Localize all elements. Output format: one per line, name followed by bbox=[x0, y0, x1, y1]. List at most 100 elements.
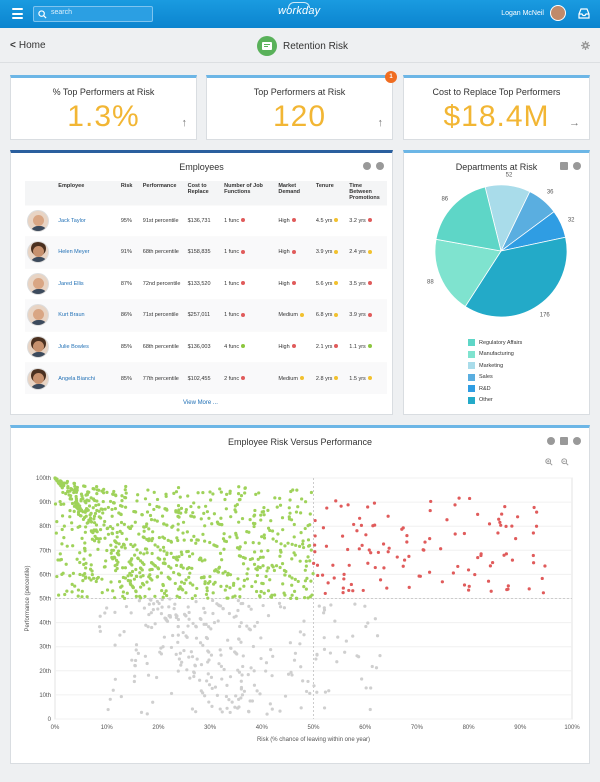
scatter-point[interactable] bbox=[111, 492, 115, 496]
scatter-point[interactable] bbox=[489, 589, 493, 593]
scatter-point[interactable] bbox=[376, 550, 380, 555]
scatter-point[interactable] bbox=[120, 504, 124, 508]
scatter-point[interactable] bbox=[531, 531, 535, 535]
scatter-point[interactable] bbox=[207, 683, 212, 687]
scatter-point[interactable] bbox=[248, 557, 252, 562]
scatter-point[interactable] bbox=[286, 672, 291, 676]
scatter-point[interactable] bbox=[225, 573, 230, 577]
legend-item[interactable]: Sales bbox=[468, 372, 522, 384]
scatter-point[interactable] bbox=[262, 513, 266, 517]
scatter-point[interactable] bbox=[233, 650, 237, 654]
scatter-point[interactable] bbox=[299, 531, 303, 535]
scatter-point[interactable] bbox=[114, 568, 118, 573]
scatter-point[interactable] bbox=[387, 546, 391, 550]
table-row[interactable]: Jack Taylor 95% 91st percentile $136,731 1 f… bbox=[25, 204, 387, 237]
scatter-point[interactable] bbox=[130, 524, 134, 528]
scatter-point[interactable] bbox=[213, 569, 217, 573]
scatter-point[interactable] bbox=[272, 568, 277, 573]
scatter-point[interactable] bbox=[268, 702, 272, 706]
scatter-point[interactable] bbox=[532, 505, 536, 510]
scatter-point[interactable] bbox=[184, 578, 188, 582]
col-job-functions[interactable]: Number of Job Functions bbox=[224, 183, 263, 195]
scatter-point[interactable] bbox=[189, 650, 193, 654]
scatter-point[interactable] bbox=[116, 523, 120, 527]
scatter-point[interactable] bbox=[207, 625, 211, 629]
scatter-point[interactable] bbox=[70, 582, 74, 586]
scatter-point[interactable] bbox=[456, 564, 460, 569]
scatter-point[interactable] bbox=[303, 568, 307, 572]
scatter-point[interactable] bbox=[292, 589, 297, 593]
scatter-point[interactable] bbox=[271, 537, 275, 541]
scatter-point[interactable] bbox=[239, 679, 243, 683]
scatter-point[interactable] bbox=[162, 549, 166, 553]
scatter-point[interactable] bbox=[275, 505, 279, 509]
scatter-point[interactable] bbox=[225, 584, 229, 588]
scatter-point[interactable] bbox=[186, 494, 190, 498]
scatter-point[interactable] bbox=[235, 652, 239, 656]
scatter-point[interactable] bbox=[281, 528, 285, 532]
employee-name-link[interactable]: Jared Ellis bbox=[58, 280, 84, 287]
legend-item[interactable]: Regulatory Affairs bbox=[468, 337, 522, 349]
scatter-point[interactable] bbox=[140, 513, 144, 517]
scatter-point[interactable] bbox=[309, 548, 313, 552]
scatter-point[interactable] bbox=[252, 524, 256, 529]
scatter-point[interactable] bbox=[278, 605, 283, 609]
scatter-point[interactable] bbox=[211, 611, 215, 616]
scatter-point[interactable] bbox=[89, 563, 93, 567]
scatter-point[interactable] bbox=[156, 566, 160, 570]
scatter-point[interactable] bbox=[298, 630, 302, 634]
scatter-point[interactable] bbox=[90, 569, 94, 573]
scatter-point[interactable] bbox=[143, 594, 147, 599]
scatter-point[interactable] bbox=[207, 658, 211, 662]
scatter-point[interactable] bbox=[174, 613, 178, 617]
scatter-point[interactable] bbox=[468, 496, 472, 501]
scatter-point[interactable] bbox=[534, 524, 539, 528]
scatter-point[interactable] bbox=[184, 591, 188, 595]
scatter-point[interactable] bbox=[118, 633, 122, 637]
scatter-point[interactable] bbox=[255, 620, 260, 625]
gear-icon[interactable] bbox=[573, 162, 581, 170]
scatter-point[interactable] bbox=[205, 636, 210, 641]
scatter-point[interactable] bbox=[266, 549, 270, 553]
scatter-point[interactable] bbox=[221, 571, 225, 575]
scatter-point[interactable] bbox=[53, 477, 58, 481]
scatter-point[interactable] bbox=[294, 543, 298, 547]
scatter-point[interactable] bbox=[102, 523, 106, 527]
scatter-point[interactable] bbox=[54, 531, 58, 535]
scatter-point[interactable] bbox=[262, 506, 266, 510]
scatter-point[interactable] bbox=[515, 515, 520, 519]
scatter-point[interactable] bbox=[124, 484, 128, 489]
scatter-point[interactable] bbox=[208, 540, 212, 545]
scatter-point[interactable] bbox=[103, 519, 107, 524]
scatter-point[interactable] bbox=[113, 506, 118, 511]
scatter-point[interactable] bbox=[203, 558, 207, 562]
scatter-point[interactable] bbox=[178, 585, 182, 589]
scatter-point[interactable] bbox=[130, 658, 134, 662]
scatter-point[interactable] bbox=[279, 542, 283, 546]
scatter-point[interactable] bbox=[103, 507, 107, 511]
scatter-point[interactable] bbox=[177, 657, 181, 661]
scatter-point[interactable] bbox=[290, 557, 294, 561]
scatter-point[interactable] bbox=[201, 643, 205, 647]
scatter-point[interactable] bbox=[235, 706, 240, 710]
scatter-point[interactable] bbox=[317, 604, 321, 608]
scatter-point[interactable] bbox=[222, 532, 226, 536]
legend-item[interactable]: Manufacturing bbox=[468, 349, 522, 361]
scatter-point[interactable] bbox=[206, 596, 210, 600]
scatter-point[interactable] bbox=[198, 617, 202, 621]
scatter-point[interactable] bbox=[146, 488, 150, 492]
scatter-point[interactable] bbox=[274, 539, 279, 543]
scatter-point[interactable] bbox=[124, 604, 129, 609]
scatter-point[interactable] bbox=[131, 585, 135, 589]
scatter-point[interactable] bbox=[153, 622, 157, 626]
scatter-point[interactable] bbox=[64, 491, 68, 496]
col-time-between-promotions[interactable]: Time Between Promotions bbox=[349, 183, 380, 201]
scatter-point[interactable] bbox=[192, 674, 196, 679]
scatter-point[interactable] bbox=[361, 588, 365, 593]
scatter-point[interactable] bbox=[336, 635, 340, 639]
scatter-point[interactable] bbox=[60, 514, 65, 518]
scatter-point[interactable] bbox=[161, 561, 165, 565]
scatter-point[interactable] bbox=[184, 510, 188, 514]
scatter-point[interactable] bbox=[207, 700, 211, 704]
scatter-point[interactable] bbox=[255, 689, 259, 693]
